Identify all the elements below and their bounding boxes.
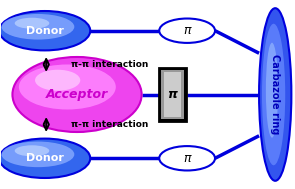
Ellipse shape bbox=[262, 24, 285, 165]
Text: π: π bbox=[183, 152, 191, 165]
Ellipse shape bbox=[159, 146, 215, 170]
Ellipse shape bbox=[259, 8, 291, 181]
Ellipse shape bbox=[35, 70, 80, 91]
Text: π: π bbox=[183, 24, 191, 37]
Ellipse shape bbox=[12, 57, 142, 132]
Ellipse shape bbox=[0, 139, 90, 178]
Bar bbox=[158, 68, 186, 121]
Text: π-π interaction: π-π interaction bbox=[71, 60, 149, 69]
Ellipse shape bbox=[159, 19, 215, 43]
Ellipse shape bbox=[19, 64, 116, 109]
Text: Carbazole ring: Carbazole ring bbox=[270, 54, 280, 135]
Ellipse shape bbox=[1, 14, 74, 40]
Ellipse shape bbox=[15, 18, 49, 29]
Ellipse shape bbox=[1, 142, 74, 167]
Text: Acceptor: Acceptor bbox=[46, 88, 108, 101]
Ellipse shape bbox=[266, 43, 278, 138]
Text: Donor: Donor bbox=[26, 26, 64, 36]
Text: Donor: Donor bbox=[26, 153, 64, 163]
Ellipse shape bbox=[0, 11, 90, 50]
Text: π: π bbox=[168, 88, 177, 101]
Ellipse shape bbox=[15, 145, 49, 156]
Text: π-π interaction: π-π interaction bbox=[71, 120, 149, 129]
Bar bbox=[160, 70, 184, 119]
Bar bbox=[164, 72, 181, 117]
